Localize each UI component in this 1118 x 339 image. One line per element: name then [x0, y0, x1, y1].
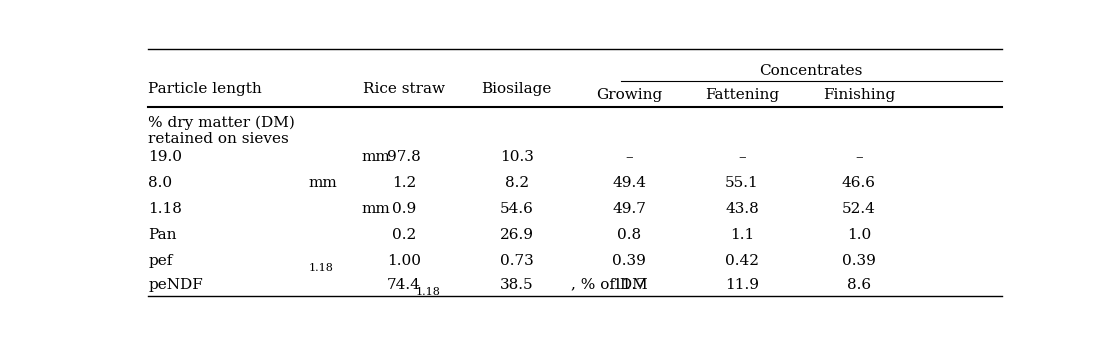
- Text: 1.18: 1.18: [415, 287, 440, 297]
- Text: 54.6: 54.6: [500, 202, 533, 216]
- Text: 43.8: 43.8: [726, 202, 759, 216]
- Text: retained on sieves: retained on sieves: [149, 132, 290, 145]
- Text: Fattening: Fattening: [704, 88, 779, 102]
- Text: 8.0: 8.0: [149, 176, 172, 190]
- Text: –: –: [625, 150, 633, 164]
- Text: Rice straw: Rice straw: [363, 82, 445, 96]
- Text: 0.39: 0.39: [842, 254, 875, 268]
- Text: 10.3: 10.3: [500, 150, 533, 164]
- Text: 1.18: 1.18: [149, 202, 182, 216]
- Text: Finishing: Finishing: [823, 88, 896, 102]
- Text: Pan: Pan: [149, 228, 177, 242]
- Text: % dry matter (DM): % dry matter (DM): [149, 116, 295, 130]
- Text: 8.6: 8.6: [846, 278, 871, 292]
- Text: 49.4: 49.4: [613, 176, 646, 190]
- Text: 97.8: 97.8: [387, 150, 420, 164]
- Text: Growing: Growing: [596, 88, 663, 102]
- Text: mm: mm: [362, 150, 390, 164]
- Text: , % of DM: , % of DM: [570, 278, 647, 292]
- Text: 0.73: 0.73: [500, 254, 533, 268]
- Text: 0.39: 0.39: [613, 254, 646, 268]
- Text: mm: mm: [309, 176, 338, 190]
- Text: 1.00: 1.00: [387, 254, 421, 268]
- Text: 1.1: 1.1: [730, 228, 754, 242]
- Text: mm: mm: [362, 202, 390, 216]
- Text: 38.5: 38.5: [500, 278, 533, 292]
- Text: 19.0: 19.0: [149, 150, 182, 164]
- Text: 8.2: 8.2: [504, 176, 529, 190]
- Text: 26.9: 26.9: [500, 228, 533, 242]
- Text: 1.0: 1.0: [846, 228, 871, 242]
- Text: Biosilage: Biosilage: [482, 82, 552, 96]
- Text: 55.1: 55.1: [726, 176, 759, 190]
- Text: –: –: [855, 150, 863, 164]
- Text: 11.9: 11.9: [724, 278, 759, 292]
- Text: 0.42: 0.42: [724, 254, 759, 268]
- Text: 0.9: 0.9: [392, 202, 416, 216]
- Text: 74.4: 74.4: [387, 278, 421, 292]
- Text: Concentrates: Concentrates: [759, 64, 863, 78]
- Text: pef: pef: [149, 254, 173, 268]
- Text: 1.2: 1.2: [392, 176, 416, 190]
- Text: 0.2: 0.2: [392, 228, 416, 242]
- Text: peNDF: peNDF: [149, 278, 203, 292]
- Text: 0.8: 0.8: [617, 228, 642, 242]
- Text: 46.6: 46.6: [842, 176, 875, 190]
- Text: Particle length: Particle length: [149, 82, 262, 96]
- Text: 49.7: 49.7: [613, 202, 646, 216]
- Text: 52.4: 52.4: [842, 202, 875, 216]
- Text: 1.18: 1.18: [309, 263, 333, 273]
- Text: –: –: [738, 150, 746, 164]
- Text: 11.7: 11.7: [613, 278, 646, 292]
